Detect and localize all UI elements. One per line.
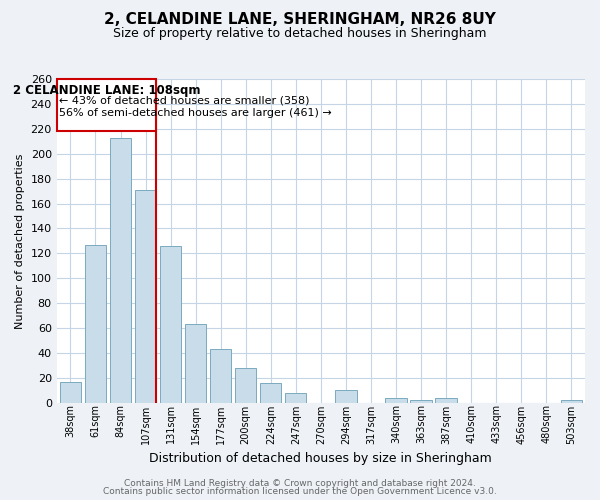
Bar <box>335 390 356 403</box>
Bar <box>60 382 81 403</box>
Bar <box>285 393 307 403</box>
Bar <box>185 324 206 403</box>
Text: Contains public sector information licensed under the Open Government Licence v3: Contains public sector information licen… <box>103 487 497 496</box>
Bar <box>135 190 156 403</box>
Bar <box>560 400 582 403</box>
X-axis label: Distribution of detached houses by size in Sheringham: Distribution of detached houses by size … <box>149 452 492 465</box>
Text: 2, CELANDINE LANE, SHERINGHAM, NR26 8UY: 2, CELANDINE LANE, SHERINGHAM, NR26 8UY <box>104 12 496 28</box>
Text: Contains HM Land Registry data © Crown copyright and database right 2024.: Contains HM Land Registry data © Crown c… <box>124 478 476 488</box>
Bar <box>436 398 457 403</box>
Text: 2 CELANDINE LANE: 108sqm: 2 CELANDINE LANE: 108sqm <box>13 84 200 97</box>
Bar <box>210 350 232 403</box>
Bar <box>160 246 181 403</box>
Text: 56% of semi-detached houses are larger (461) →: 56% of semi-detached houses are larger (… <box>59 108 332 118</box>
Y-axis label: Number of detached properties: Number of detached properties <box>15 154 25 328</box>
Bar <box>385 398 407 403</box>
FancyBboxPatch shape <box>56 79 156 132</box>
Bar <box>235 368 256 403</box>
Bar <box>110 138 131 403</box>
Bar <box>260 383 281 403</box>
Bar <box>410 400 431 403</box>
Text: ← 43% of detached houses are smaller (358): ← 43% of detached houses are smaller (35… <box>59 95 310 105</box>
Text: Size of property relative to detached houses in Sheringham: Size of property relative to detached ho… <box>113 28 487 40</box>
Bar <box>85 244 106 403</box>
